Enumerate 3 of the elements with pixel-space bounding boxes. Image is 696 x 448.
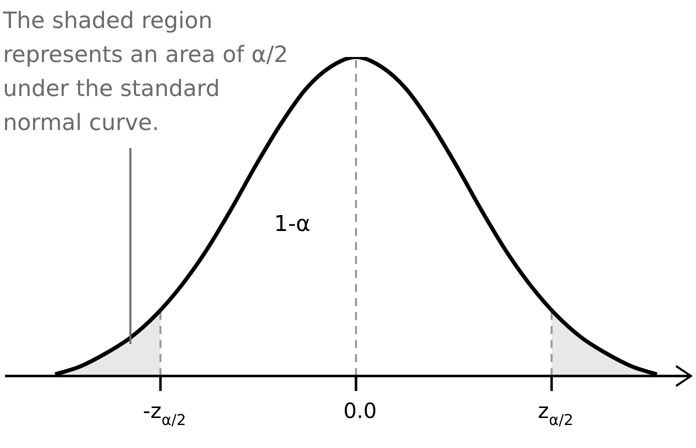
x-tick-label: 0.0	[343, 399, 377, 423]
annotation: The shaded region represents an area of α/2 under the standard normal curve.	[2, 8, 288, 136]
annotation: 1-α	[274, 212, 310, 237]
